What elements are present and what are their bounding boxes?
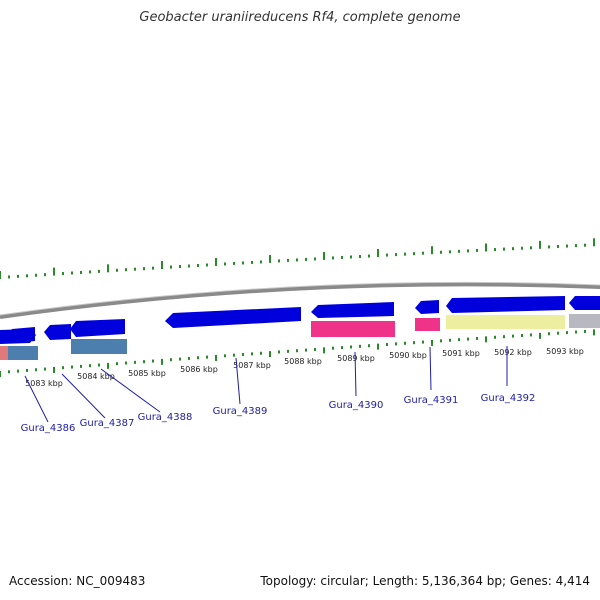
gene-feature[interactable] xyxy=(71,339,127,354)
gene-feature[interactable] xyxy=(165,307,301,328)
gene-feature[interactable] xyxy=(569,296,600,310)
gene-feature[interactable] xyxy=(311,321,395,337)
gene-feature[interactable] xyxy=(0,346,8,360)
kbp-tick-label: 5087 kbp xyxy=(233,361,271,370)
gene-feature[interactable] xyxy=(70,319,125,337)
kbp-tick-label: 5090 kbp xyxy=(389,351,427,360)
gene-feature[interactable] xyxy=(446,315,565,329)
gene-label[interactable]: Gura_4392 xyxy=(481,393,536,404)
genome-backbone-highlight xyxy=(0,281,600,316)
feature-track-colored xyxy=(0,314,600,360)
gene-label[interactable]: Gura_4391 xyxy=(404,395,459,406)
kbp-ruler xyxy=(0,329,595,377)
accession-text: Accession: NC_009483 xyxy=(9,574,146,588)
feature-track-blue xyxy=(0,296,600,344)
gene-feature[interactable] xyxy=(415,318,440,331)
gene-label[interactable]: Gura_4387 xyxy=(80,418,135,429)
kbp-labels: 5083 kbp 5084 kbp 5085 kbp 5086 kbp 5087 kbp… xyxy=(25,347,584,388)
kbp-tick-label: 5091 kbp xyxy=(442,349,480,358)
genome-backbone xyxy=(0,282,600,319)
genome-summary-text: Topology: circular; Length: 5,136,364 bp… xyxy=(260,574,590,588)
gc-content-track xyxy=(0,238,595,279)
gene-label[interactable]: Gura_4388 xyxy=(138,412,193,423)
gene-feature[interactable] xyxy=(311,302,394,318)
gene-label[interactable]: Gura_4390 xyxy=(329,400,384,411)
gene-label-leaders xyxy=(24,346,508,423)
gene-feature[interactable] xyxy=(569,314,600,328)
gene-feature[interactable] xyxy=(7,327,35,343)
kbp-tick-label: 5085 kbp xyxy=(128,369,166,378)
gene-leader-line xyxy=(100,368,161,413)
gene-feature[interactable] xyxy=(0,346,38,360)
gene-leader-line xyxy=(429,346,432,391)
gene-leader-line xyxy=(24,375,49,423)
gene-leader-line xyxy=(235,357,241,405)
kbp-tick-label: 5093 kbp xyxy=(546,347,584,356)
map-title: Geobacter uraniireducens Rf4, complete g… xyxy=(139,10,461,25)
gene-feature[interactable] xyxy=(44,324,71,340)
gene-feature[interactable] xyxy=(415,300,439,314)
gene-leader-line xyxy=(61,373,106,419)
gene-label[interactable]: Gura_4386 xyxy=(21,423,76,434)
kbp-tick-label: 5088 kbp xyxy=(284,357,322,366)
kbp-tick-label: 5086 kbp xyxy=(180,365,218,374)
gene-leader-line xyxy=(354,351,357,397)
gene-feature[interactable] xyxy=(446,296,565,313)
kbp-tick-label: 5084 kbp xyxy=(77,372,115,381)
kbp-tick-label: 5083 kbp xyxy=(25,379,63,388)
kbp-tick-label: 5089 kbp xyxy=(337,354,375,363)
gene-label[interactable]: Gura_4389 xyxy=(213,406,268,417)
kbp-tick-label: 5092 kbp xyxy=(494,348,532,357)
